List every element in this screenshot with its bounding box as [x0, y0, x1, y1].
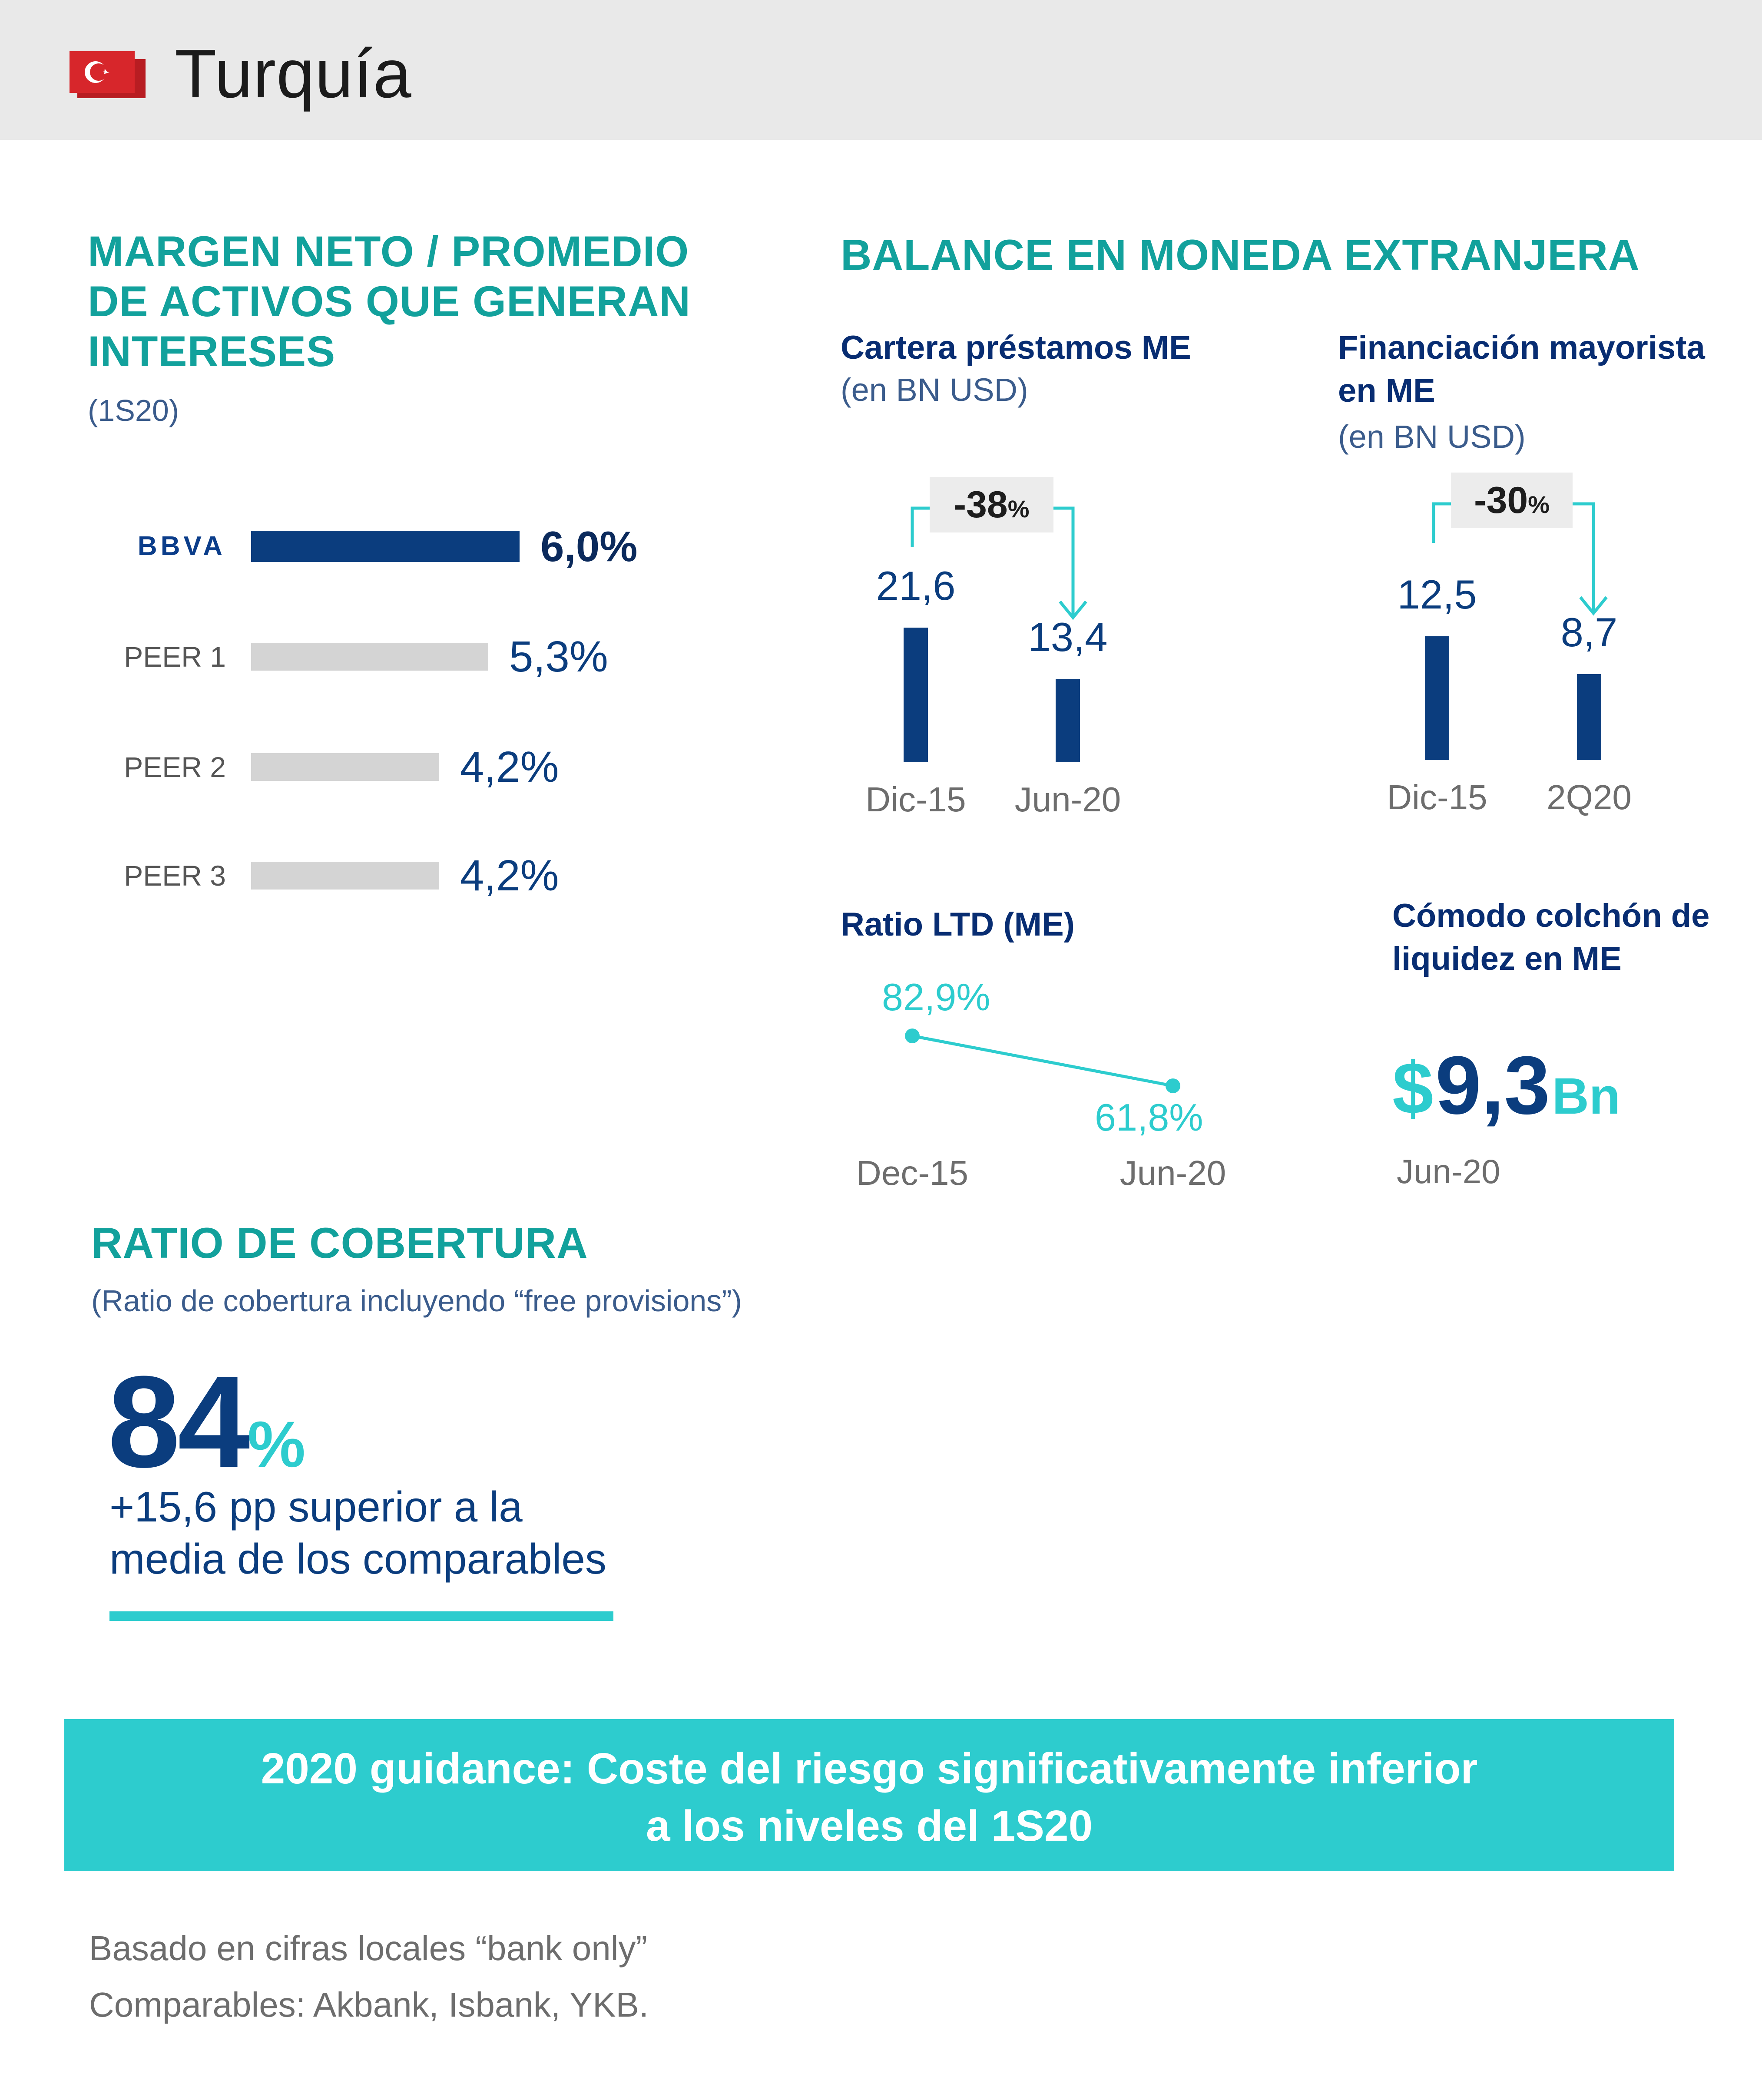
fx-balance-title: BALANCE EN MONEDA EXTRANJERA [841, 231, 1640, 279]
peer-label: PEER 3 [124, 860, 226, 892]
footnote: Comparables: Akbank, Isbank, YKB. [89, 1985, 649, 2024]
coverage-value: 84 [108, 1349, 250, 1495]
fx-bar [1577, 674, 1601, 760]
ltd-point [1166, 1078, 1180, 1093]
nim-period: (1S20) [88, 394, 179, 427]
coverage-value-group: 84% [108, 1346, 305, 1497]
nim-value-label: 4,2% [460, 851, 559, 900]
coverage-description: +15,6 pp superior a la media de los comp… [109, 1481, 606, 1585]
liquidity-date: Jun-20 [1397, 1152, 1500, 1191]
guidance-line: a los niveles del 1S20 [646, 1802, 1093, 1850]
nim-bar [251, 531, 520, 562]
wholesale-title: Financiación mayorista en ME [1338, 327, 1705, 413]
wholesale-title-line: Financiación mayorista [1338, 329, 1705, 366]
turkey-flag-icon [70, 51, 146, 98]
ltd-title: Ratio LTD (ME) [841, 906, 1075, 943]
nim-title-line: INTERESES [88, 327, 336, 375]
liquidity-value-group: $ 9,3 Bn [1392, 1038, 1620, 1133]
bbva-logo: BBVA [137, 531, 226, 561]
wholesale-change-badge: -30% [1451, 473, 1573, 528]
coverage-title: RATIO DE COBERTURA [91, 1219, 588, 1267]
wholesale-title-line: en ME [1338, 372, 1435, 409]
nim-bar [251, 753, 439, 781]
footnote: Basado en cifras locales “bank only” [89, 1929, 648, 1968]
nim-title: MARGEN NETO / PROMEDIO DE ACTIVOS QUE GE… [88, 227, 691, 376]
nim-value-label: 4,2% [460, 743, 559, 791]
page-title: Turquía [175, 36, 412, 112]
fx-bar [904, 628, 928, 762]
ltd-series-line [912, 1034, 1173, 1088]
loans-change-badge: -38% [930, 477, 1053, 532]
wholesale-change-unit: % [1528, 491, 1550, 518]
liquidity-title-line: Cómodo colchón de [1392, 897, 1710, 934]
nim-title-line: DE ACTIVOS QUE GENERAN [88, 277, 691, 325]
liquidity-unit: Bn [1552, 1068, 1620, 1125]
fx-category-label: Dic-15 [1387, 778, 1487, 817]
peer-label: PEER 2 [124, 751, 226, 783]
coverage-subtitle: (Ratio de cobertura incluyendo “free pro… [91, 1284, 742, 1318]
loans-unit: (en BN USD) [841, 372, 1028, 408]
ltd-value-label: 82,9% [882, 976, 990, 1019]
fx-category-label: 2Q20 [1547, 778, 1632, 817]
fx-category-label: Jun-20 [1014, 780, 1121, 819]
coverage-desc-line: media de los comparables [109, 1534, 606, 1583]
fx-bar [1056, 678, 1080, 762]
fx-value-label: 12,5 [1397, 572, 1477, 617]
guidance-banner: 2020 guidance: Coste del riesgo signific… [64, 1719, 1674, 1871]
nim-title-line: MARGEN NETO / PROMEDIO [88, 227, 689, 275]
liquidity-title-line: liquidez en ME [1392, 940, 1622, 977]
liquidity-value: 9,3 [1435, 1039, 1550, 1131]
wholesale-change-value: -30 [1474, 480, 1528, 521]
header-bar [0, 0, 1762, 140]
nim-value-label: 5,3% [509, 632, 608, 681]
ltd-value-label: 61,8% [1095, 1096, 1203, 1139]
loans-change-unit: % [1007, 495, 1030, 523]
liquidity-currency: $ [1392, 1047, 1434, 1130]
liquidity-title: Cómodo colchón de liquidez en ME [1392, 895, 1709, 981]
nim-bar [251, 862, 439, 890]
ltd-category-label: Dec-15 [856, 1154, 968, 1192]
peer-label: PEER 1 [124, 641, 226, 673]
ltd-category-label: Jun-20 [1119, 1154, 1226, 1192]
fx-value-label: 21,6 [876, 563, 956, 609]
nim-bar [251, 643, 488, 671]
fx-category-label: Dic-15 [865, 780, 966, 819]
guidance-line: 2020 guidance: Coste del riesgo signific… [261, 1744, 1478, 1793]
loans-change-value: -38 [954, 484, 1008, 526]
coverage-desc-line: +15,6 pp superior a la [109, 1483, 523, 1531]
nim-value-label: 6,0% [540, 523, 638, 570]
fx-value-label: 13,4 [1028, 614, 1108, 660]
coverage-underline [109, 1611, 613, 1621]
coverage-unit: % [247, 1408, 306, 1481]
fx-bar [1425, 636, 1449, 760]
wholesale-unit: (en BN USD) [1338, 419, 1526, 455]
ltd-point [905, 1029, 920, 1043]
loans-title: Cartera préstamos ME [841, 329, 1191, 366]
fx-value-label: 8,7 [1560, 609, 1618, 655]
